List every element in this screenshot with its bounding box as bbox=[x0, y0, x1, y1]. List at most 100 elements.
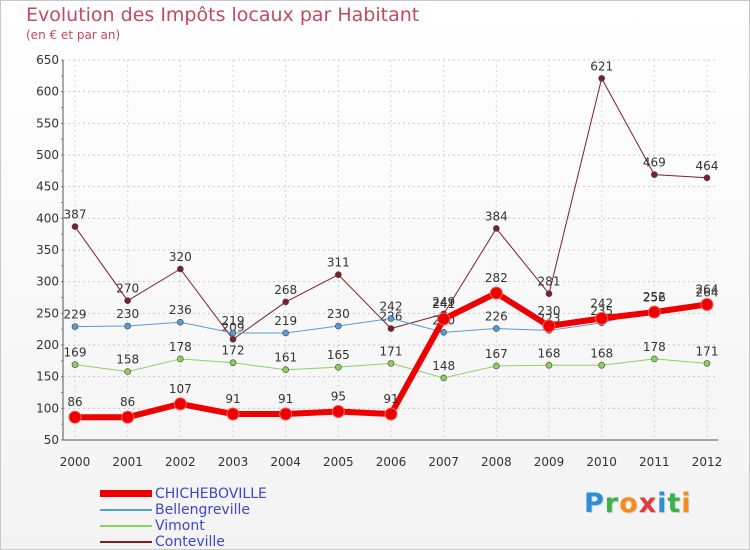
data-point-bellengreville bbox=[124, 322, 131, 330]
data-point-chicheboville bbox=[331, 405, 345, 418]
legend-swatch bbox=[100, 490, 152, 497]
data-point-bellengreville bbox=[229, 329, 237, 337]
data-point-vimont bbox=[177, 355, 184, 363]
y-tick-label: 150 bbox=[36, 370, 59, 384]
data-label-vimont: 161 bbox=[274, 351, 297, 365]
data-label-conteville: 469 bbox=[643, 156, 666, 170]
x-tick-label: 2005 bbox=[323, 455, 354, 469]
data-point-chicheboville bbox=[121, 410, 135, 424]
x-tick-label: 2010 bbox=[586, 455, 617, 469]
data-point-chicheboville bbox=[489, 286, 503, 300]
x-tick-label: 2011 bbox=[639, 455, 670, 469]
data-label-vimont: 148 bbox=[432, 359, 455, 373]
legend-swatch bbox=[100, 509, 152, 511]
y-tick-label: 650 bbox=[36, 53, 59, 67]
data-label-vimont: 178 bbox=[169, 340, 192, 354]
data-point-conteville bbox=[335, 271, 342, 279]
data-label-vimont: 167 bbox=[485, 347, 508, 361]
y-tick-label: 600 bbox=[36, 85, 59, 99]
data-label-chicheboville: 230 bbox=[538, 304, 561, 318]
data-point-chicheboville bbox=[384, 407, 398, 421]
legend-label: Vimont bbox=[155, 518, 205, 534]
data-label-vimont: 169 bbox=[64, 346, 87, 360]
y-tick-label: 300 bbox=[36, 275, 59, 289]
legend-swatch bbox=[100, 525, 152, 527]
x-tick-label: 2006 bbox=[376, 455, 407, 469]
data-label-bellengreville: 219 bbox=[222, 314, 245, 328]
data-label-bellengreville: 230 bbox=[116, 307, 139, 321]
data-point-bellengreville bbox=[440, 329, 447, 336]
data-point-chicheboville bbox=[437, 312, 451, 326]
data-point-bellengreville bbox=[335, 322, 342, 330]
data-point-chicheboville bbox=[226, 407, 240, 421]
data-label-conteville: 464 bbox=[696, 159, 719, 173]
data-point-vimont bbox=[282, 366, 289, 374]
data-point-chicheboville bbox=[595, 311, 609, 325]
data-point-conteville bbox=[71, 223, 79, 230]
data-point-vimont bbox=[124, 368, 131, 375]
data-point-chicheboville bbox=[700, 297, 714, 311]
data-label-conteville: 249 bbox=[432, 295, 455, 309]
y-tick-label: 550 bbox=[36, 116, 59, 130]
data-point-conteville bbox=[177, 265, 184, 273]
data-point-vimont bbox=[229, 359, 237, 367]
data-label-vimont: 158 bbox=[116, 353, 139, 367]
data-label-bellengreville: 226 bbox=[485, 310, 508, 324]
data-label-vimont: 171 bbox=[696, 344, 719, 358]
data-label-conteville: 621 bbox=[590, 59, 613, 73]
data-label-bellengreville: 242 bbox=[380, 299, 403, 313]
legend-label: Conteville bbox=[155, 534, 225, 550]
data-label-bellengreville: 219 bbox=[274, 314, 297, 328]
x-tick-label: 2007 bbox=[428, 455, 459, 469]
data-point-bellengreville bbox=[387, 315, 395, 322]
data-point-conteville bbox=[703, 174, 711, 182]
data-point-vimont bbox=[440, 374, 447, 382]
y-tick-label: 450 bbox=[36, 180, 59, 194]
data-point-chicheboville bbox=[279, 407, 293, 421]
x-tick-label: 2001 bbox=[112, 455, 143, 469]
data-label-vimont: 171 bbox=[380, 344, 403, 358]
y-tick-label: 50 bbox=[44, 433, 59, 447]
data-label-chicheboville: 252 bbox=[643, 290, 666, 304]
data-label-vimont: 178 bbox=[643, 340, 666, 354]
data-label-vimont: 168 bbox=[590, 346, 613, 360]
x-tick-label: 2008 bbox=[481, 455, 512, 469]
data-point-chicheboville bbox=[68, 410, 82, 424]
data-point-conteville bbox=[387, 325, 395, 332]
x-tick-label: 2000 bbox=[60, 455, 91, 469]
data-point-vimont bbox=[651, 355, 658, 363]
x-tick-label: 2009 bbox=[534, 455, 565, 469]
data-point-conteville bbox=[493, 225, 500, 232]
x-tick-label: 2004 bbox=[270, 455, 301, 469]
data-point-bellengreville bbox=[282, 329, 289, 337]
data-label-chicheboville: 91 bbox=[278, 392, 293, 406]
data-label-bellengreville: 236 bbox=[169, 303, 192, 317]
data-label-bellengreville: 235 bbox=[590, 304, 613, 318]
data-label-conteville: 209 bbox=[222, 320, 245, 334]
proxiti-logo: Proxiti bbox=[584, 488, 692, 519]
data-label-bellengreville: 230 bbox=[327, 307, 350, 321]
data-point-conteville bbox=[229, 335, 237, 343]
data-label-chicheboville: 241 bbox=[432, 297, 455, 311]
data-label-chicheboville: 95 bbox=[331, 390, 346, 404]
data-label-conteville: 281 bbox=[538, 275, 561, 289]
data-label-bellengreville: 229 bbox=[64, 308, 87, 322]
data-point-bellengreville bbox=[71, 323, 79, 330]
data-label-conteville: 311 bbox=[327, 256, 350, 270]
data-label-chicheboville: 86 bbox=[67, 395, 82, 409]
chart-subtitle: (en € et par an) bbox=[26, 28, 121, 42]
data-point-vimont bbox=[598, 361, 605, 369]
data-point-conteville bbox=[598, 75, 605, 82]
y-tick-label: 400 bbox=[36, 211, 59, 225]
legend-label: Bellengreville bbox=[155, 502, 250, 518]
data-point-vimont bbox=[493, 362, 500, 370]
data-label-conteville: 268 bbox=[274, 283, 297, 297]
data-label-chicheboville: 91 bbox=[225, 392, 240, 406]
data-point-conteville bbox=[545, 290, 553, 298]
legend-label: CHICHEBOVILLE bbox=[155, 486, 267, 502]
data-point-chicheboville bbox=[647, 305, 661, 319]
data-label-conteville: 270 bbox=[116, 282, 139, 296]
data-label-conteville: 384 bbox=[485, 209, 508, 223]
legend-swatch bbox=[100, 541, 152, 543]
